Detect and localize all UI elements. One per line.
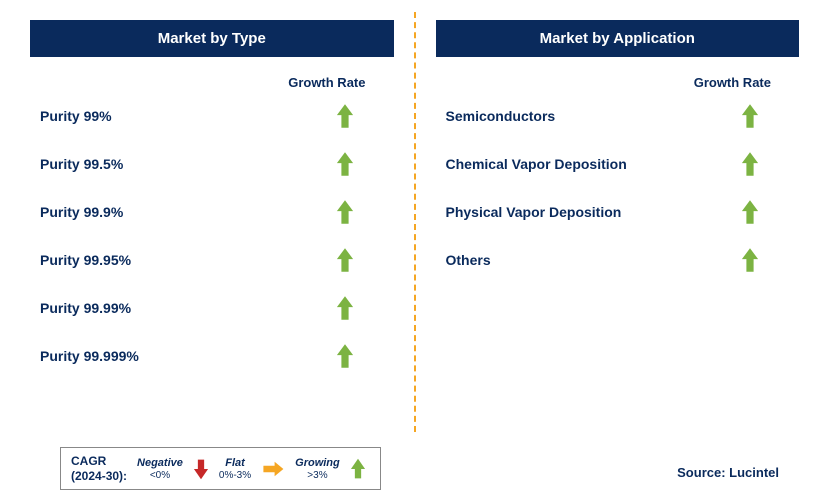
legend-title-line2: (2024-30): xyxy=(71,469,127,483)
arrow-up-green-icon xyxy=(741,198,759,226)
growth-indicator xyxy=(336,294,354,322)
data-row: Purity 99% xyxy=(30,102,394,130)
data-row: Purity 99.9% xyxy=(30,198,394,226)
row-label: Chemical Vapor Deposition xyxy=(446,156,627,172)
growth-indicator xyxy=(336,246,354,274)
legend-title: CAGR (2024-30): xyxy=(71,454,127,483)
arrow-up-green-icon xyxy=(336,150,354,178)
growth-indicator xyxy=(741,246,759,274)
legend-growing: Growing >3% xyxy=(295,457,340,481)
row-label: Semiconductors xyxy=(446,108,556,124)
data-row: Purity 99.99% xyxy=(30,294,394,322)
data-row: Purity 99.5% xyxy=(30,150,394,178)
growth-indicator xyxy=(336,150,354,178)
application-header: Market by Application xyxy=(436,20,800,57)
legend-flat-range: 0%-3% xyxy=(219,470,251,481)
market-by-type-column: Market by Type Growth Rate Purity 99%Pur… xyxy=(30,20,414,400)
arrow-up-green-icon xyxy=(336,294,354,322)
data-row: Physical Vapor Deposition xyxy=(436,198,800,226)
type-growth-label: Growth Rate xyxy=(30,75,394,90)
arrow-up-green-icon xyxy=(741,102,759,130)
legend-flat-label: Flat xyxy=(225,457,245,469)
row-label: Others xyxy=(446,252,491,268)
row-label: Purity 99.95% xyxy=(40,252,131,268)
legend-growing-range: >3% xyxy=(307,470,327,481)
data-row: Chemical Vapor Deposition xyxy=(436,150,800,178)
legend-negative-label: Negative xyxy=(137,457,183,469)
growth-indicator xyxy=(741,150,759,178)
data-row: Purity 99.999% xyxy=(30,342,394,370)
row-label: Physical Vapor Deposition xyxy=(446,204,622,220)
legend-title-line1: CAGR xyxy=(71,454,106,468)
arrow-up-green-icon xyxy=(741,246,759,274)
growth-indicator xyxy=(741,198,759,226)
application-growth-label: Growth Rate xyxy=(436,75,800,90)
legend-flat: Flat 0%-3% xyxy=(219,457,251,481)
arrow-up-green-icon xyxy=(336,198,354,226)
arrow-up-green-icon xyxy=(336,246,354,274)
market-by-application-column: Market by Application Growth Rate Semico… xyxy=(416,20,800,400)
arrow-up-green-icon xyxy=(336,102,354,130)
legend-negative: Negative <0% xyxy=(137,457,183,481)
type-header: Market by Type xyxy=(30,20,394,57)
arrow-up-green-icon xyxy=(336,342,354,370)
source-attribution: Source: Lucintel xyxy=(677,465,779,480)
legend-growing-label: Growing xyxy=(295,457,340,469)
type-rows: Purity 99% Purity 99.5% Purity 99.9% Purity… xyxy=(30,102,394,370)
row-label: Purity 99.999% xyxy=(40,348,139,364)
growth-indicator xyxy=(336,102,354,130)
growth-indicator xyxy=(336,342,354,370)
row-label: Purity 99% xyxy=(40,108,112,124)
data-row: Purity 99.95% xyxy=(30,246,394,274)
data-row: Semiconductors xyxy=(436,102,800,130)
growth-indicator xyxy=(336,198,354,226)
application-rows: Semiconductors Chemical Vapor Deposition P… xyxy=(436,102,800,274)
arrow-right-yellow-icon xyxy=(261,461,285,477)
data-row: Others xyxy=(436,246,800,274)
row-label: Purity 99.5% xyxy=(40,156,123,172)
cagr-legend: CAGR (2024-30): Negative <0% Flat 0%-3% … xyxy=(60,447,381,490)
arrow-down-red-icon xyxy=(193,458,209,480)
arrow-up-green-icon xyxy=(350,458,366,480)
row-label: Purity 99.99% xyxy=(40,300,131,316)
arrow-up-green-icon xyxy=(741,150,759,178)
legend-negative-range: <0% xyxy=(150,470,170,481)
row-label: Purity 99.9% xyxy=(40,204,123,220)
growth-indicator xyxy=(741,102,759,130)
